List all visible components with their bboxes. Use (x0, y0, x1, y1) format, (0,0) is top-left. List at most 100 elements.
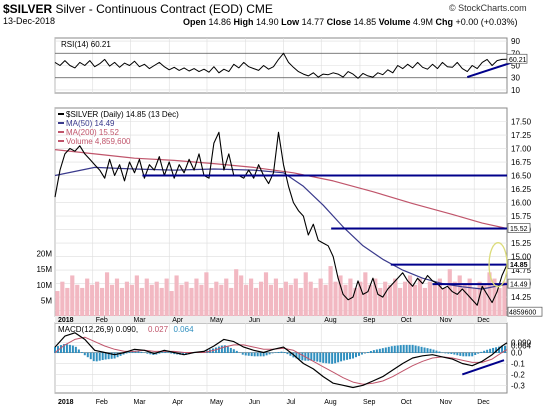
volume-bar (417, 278, 423, 316)
price-tick-label: 17.25 (511, 131, 532, 140)
stat-label: Close (326, 17, 352, 27)
volume-bar (422, 287, 428, 316)
macd-hist-bar (280, 351, 283, 354)
volume-bar (154, 281, 159, 316)
price-tick-label: 17.00 (511, 145, 532, 154)
macd-hist-bar (131, 351, 134, 354)
macd-hist-bar (86, 352, 89, 358)
macd-hist-bar (119, 352, 122, 356)
macd-hist-bar (232, 349, 235, 354)
volume-bar (323, 284, 328, 316)
macd-hist-bar (125, 352, 128, 354)
macd-hist-bar (375, 349, 378, 354)
macd-hist-bar (480, 351, 483, 354)
price-tick-label: 16.25 (511, 185, 532, 194)
volume-bar (293, 278, 298, 316)
macd-hist-bar (435, 350, 438, 354)
macd-hist-bar (331, 352, 334, 364)
macd-legend-hist: 0.064 (174, 325, 195, 334)
macd-hist-bar (173, 352, 176, 355)
macd-hist-bar (98, 352, 101, 361)
macd-hist-bar (390, 346, 393, 354)
x-label-bottom: Feb (96, 399, 108, 406)
macd-hist-bar (325, 352, 328, 364)
macd-hist-bar (492, 347, 495, 354)
volume-bar (308, 281, 313, 316)
macd-hist-bar (253, 352, 256, 357)
macd-hist-bar (244, 352, 247, 356)
macd-hist-bar (426, 348, 429, 354)
x-label-top: 2018 (58, 317, 74, 324)
price-line (54, 131, 508, 306)
rsi-line (54, 52, 508, 79)
macd-hist-bar (495, 347, 498, 354)
macd-hist-bar (71, 345, 74, 354)
volume-bar (159, 287, 164, 316)
x-label-top: May (210, 317, 224, 324)
macd-hist-bar (334, 352, 337, 364)
volume-bar (70, 275, 75, 316)
macd-hist-bar (438, 351, 441, 354)
macd-hist-bar (423, 347, 426, 354)
rsi-trendline (466, 61, 513, 79)
macd-hist-bar (95, 352, 98, 362)
macd-tick-label: -0.1 (511, 359, 525, 368)
x-label-bottom: Apr (172, 399, 184, 406)
price-tag: 14.49 (510, 282, 528, 289)
macd-hist-bar (462, 352, 465, 357)
price-tick-label: 16.00 (511, 199, 532, 208)
price-tick-label: 15.75 (511, 212, 532, 221)
macd-hist-bar (372, 350, 375, 354)
macd-hist-bar (226, 346, 229, 354)
volume-bar (244, 284, 249, 316)
macd-hist-bar (477, 352, 480, 354)
x-label-bottom: 2018 (58, 399, 74, 406)
volume-bar (437, 278, 442, 316)
x-label-top: Aug (324, 317, 337, 324)
x-label-bottom: Sep (363, 399, 376, 406)
macd-hist-bar (489, 348, 492, 354)
stat-label: Open (183, 17, 207, 27)
volume-bar (144, 278, 149, 316)
macd-hist-bar (104, 352, 107, 360)
macd-hist-bar (220, 345, 223, 354)
rsi-legend: RSI(14) 60.21 (61, 40, 111, 49)
macd-hist-bar (116, 352, 119, 358)
volume-bar (179, 284, 184, 316)
macd-hist-bar (238, 352, 241, 354)
macd-tick-label: -0.3 (511, 381, 525, 390)
volume-bar (209, 287, 214, 316)
macd-hist-bar (247, 352, 250, 356)
legend-volume: Volume 4,859,600 (66, 137, 131, 146)
price-tick-label: 17.50 (511, 118, 532, 127)
macd-hist-bar (444, 352, 447, 354)
price-tag-box (507, 259, 531, 270)
x-axis-band (55, 316, 507, 323)
macd-hist-bar (387, 346, 390, 354)
macd-hist-bar (229, 347, 232, 354)
volume-bar (80, 287, 85, 316)
volume-bar (55, 291, 60, 316)
volume-tick-label: 5M (41, 296, 52, 305)
macd-hist-bar (101, 352, 104, 361)
stat-label: Chg (435, 17, 454, 27)
volume-bar (497, 287, 502, 316)
macd-hist-bar (92, 352, 95, 362)
macd-hist-bar (504, 345, 507, 354)
volume-bar (268, 284, 274, 316)
rsi-last-value: 60.21 (509, 57, 527, 64)
stockcharts-credit: © StockCharts.com (449, 3, 527, 13)
volume-bar (368, 284, 373, 316)
macd-hist-bar (337, 352, 340, 363)
volume-bar (373, 278, 378, 316)
volume-bar (65, 287, 70, 316)
volume-bar (139, 287, 144, 316)
macd-hist-bar (137, 351, 140, 354)
rsi-last-box (506, 53, 528, 64)
ohlc-stats: Open 14.86 High 14.90 Low 14.77 Close 14… (183, 17, 518, 27)
volume-tag: 4859600 (509, 310, 536, 317)
macd-hist-bar (417, 346, 420, 354)
macd-hist-bar (298, 352, 301, 360)
price-tick-label: 15.25 (511, 239, 532, 248)
x-label-top: Jun (249, 317, 260, 324)
